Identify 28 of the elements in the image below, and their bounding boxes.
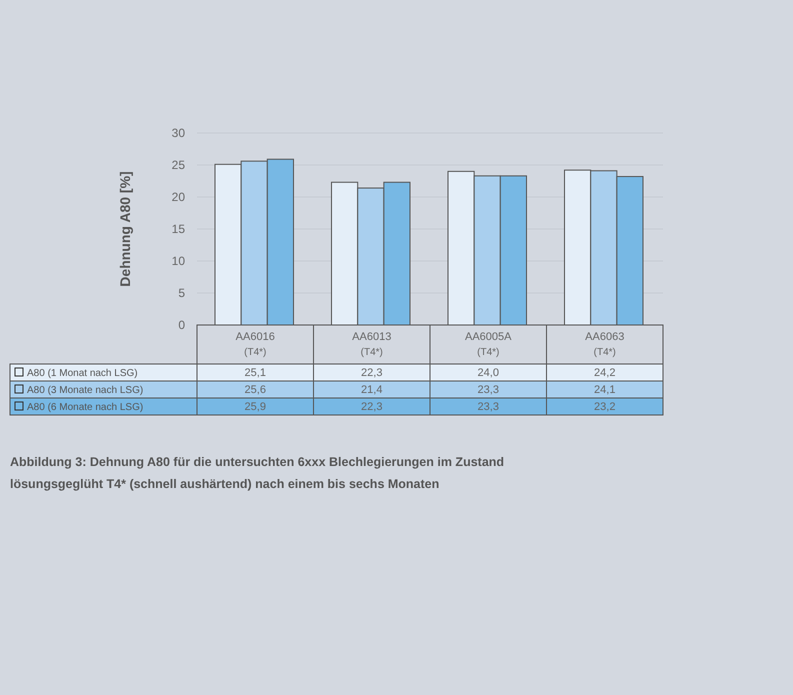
y-tick-label: 20 xyxy=(172,190,186,204)
y-tick-label: 10 xyxy=(172,254,186,268)
legend-label: A80 (6 Monate nach LSG) xyxy=(27,402,144,413)
data-label: 25,1 xyxy=(244,367,266,379)
legend-label: A80 (3 Monate nach LSG) xyxy=(27,385,144,396)
data-label: 22,3 xyxy=(361,401,382,413)
x-tick-label: AA6063 (T4*) xyxy=(585,331,624,358)
y-tick-label: 0 xyxy=(178,318,186,332)
data-label: 23,3 xyxy=(478,401,499,413)
data-label: 22,3 xyxy=(361,367,382,379)
y-axis-title: Dehnung A80 [%] xyxy=(117,171,133,287)
legend-label: A80 (1 Monat nach LSG) xyxy=(27,368,138,379)
y-tick-label: 30 xyxy=(172,126,186,140)
data-label: 24,0 xyxy=(478,367,499,379)
data-label: 21,4 xyxy=(361,384,382,396)
x-tick-label: AA6016 (T4*) xyxy=(236,331,275,358)
data-label: 24,2 xyxy=(594,367,616,379)
y-tick-label: 15 xyxy=(172,222,186,236)
data-label: 24,1 xyxy=(594,384,616,396)
data-label: 23,2 xyxy=(594,401,616,413)
y-tick-label: 5 xyxy=(178,286,186,300)
y-tick-label: 25 xyxy=(172,158,186,172)
data-label: 25,9 xyxy=(244,401,266,413)
text: Abbildung 3: Dehnung A80 für die untersuchten 6xxx Blechlegierungen im Zustand lösungsgeglüht T4* (schnell aushärtend) nach einem bis sechs Monaten xyxy=(10,455,504,491)
x-tick-label: AA6013 (T4*) xyxy=(352,331,392,358)
data-label: 23,3 xyxy=(478,384,499,396)
data-label: 25,6 xyxy=(244,384,266,396)
x-tick-label: AA6005A (T4*) xyxy=(465,331,512,358)
